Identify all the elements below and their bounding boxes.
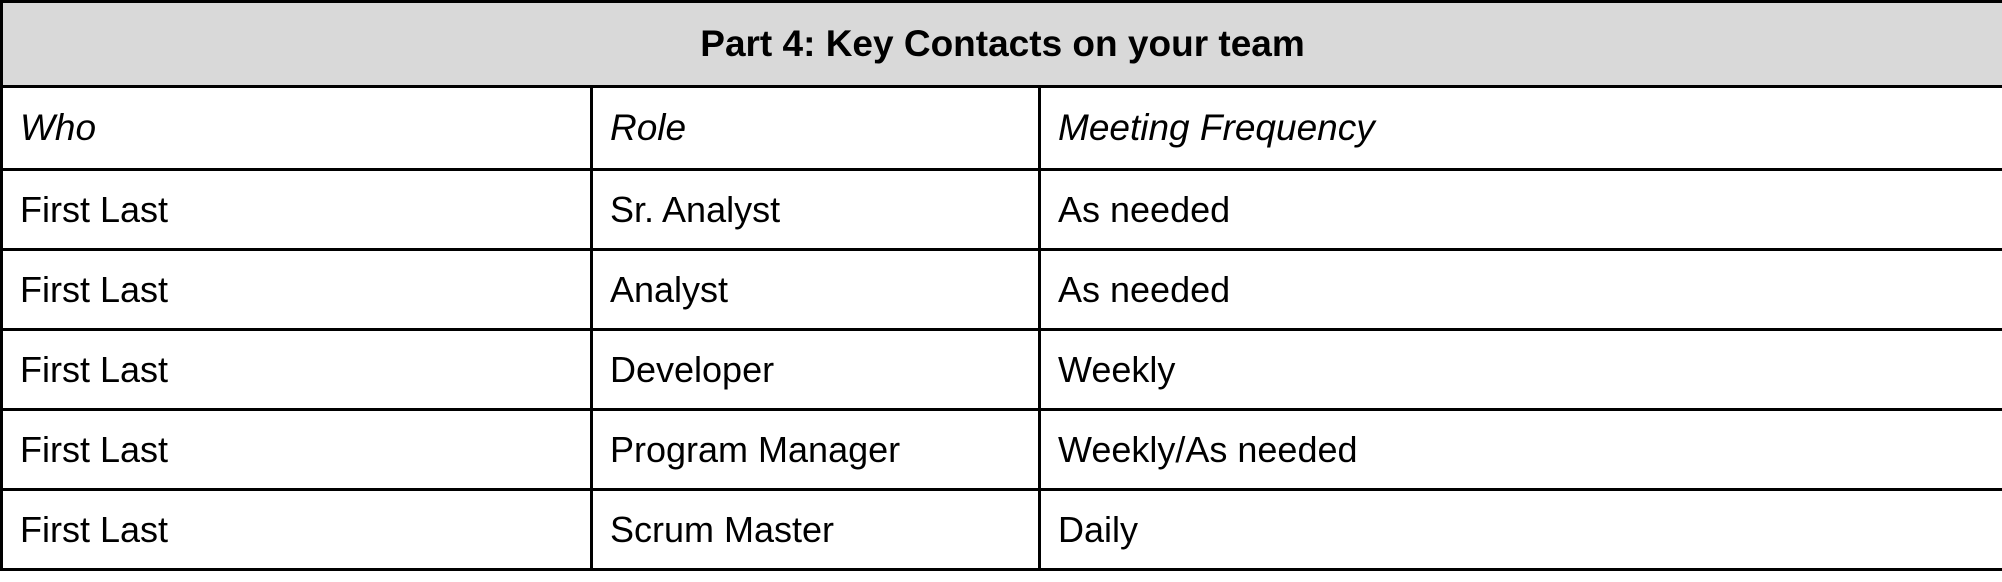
column-header-row: Who Role Meeting Frequency xyxy=(0,85,2002,171)
cell-meeting-frequency: Daily xyxy=(1037,488,2002,571)
cell-who: First Last xyxy=(0,328,593,411)
cell-role: Sr. Analyst xyxy=(590,168,1041,251)
cell-who: First Last xyxy=(0,168,593,251)
cell-meeting-frequency: As needed xyxy=(1037,248,2002,331)
table-row: First Last Sr. Analyst As needed xyxy=(0,168,2002,251)
column-header-role: Role xyxy=(590,85,1041,171)
table-title: Part 4: Key Contacts on your team xyxy=(0,0,2002,88)
cell-meeting-frequency: As needed xyxy=(1037,168,2002,251)
title-row: Part 4: Key Contacts on your team xyxy=(0,0,2002,88)
cell-who: First Last xyxy=(0,248,593,331)
cell-who: First Last xyxy=(0,408,593,491)
cell-meeting-frequency: Weekly xyxy=(1037,328,2002,411)
column-header-meeting-frequency: Meeting Frequency xyxy=(1037,85,2002,171)
cell-role: Analyst xyxy=(590,248,1041,331)
table-row: First Last Analyst As needed xyxy=(0,248,2002,331)
cell-role: Developer xyxy=(590,328,1041,411)
cell-role: Program Manager xyxy=(590,408,1041,491)
cell-role: Scrum Master xyxy=(590,488,1041,571)
table-row: First Last Scrum Master Daily xyxy=(0,488,2002,571)
table-row: First Last Program Manager Weekly/As nee… xyxy=(0,408,2002,491)
cell-meeting-frequency: Weekly/As needed xyxy=(1037,408,2002,491)
table-row: First Last Developer Weekly xyxy=(0,328,2002,411)
column-header-who: Who xyxy=(0,85,593,171)
cell-who: First Last xyxy=(0,488,593,571)
